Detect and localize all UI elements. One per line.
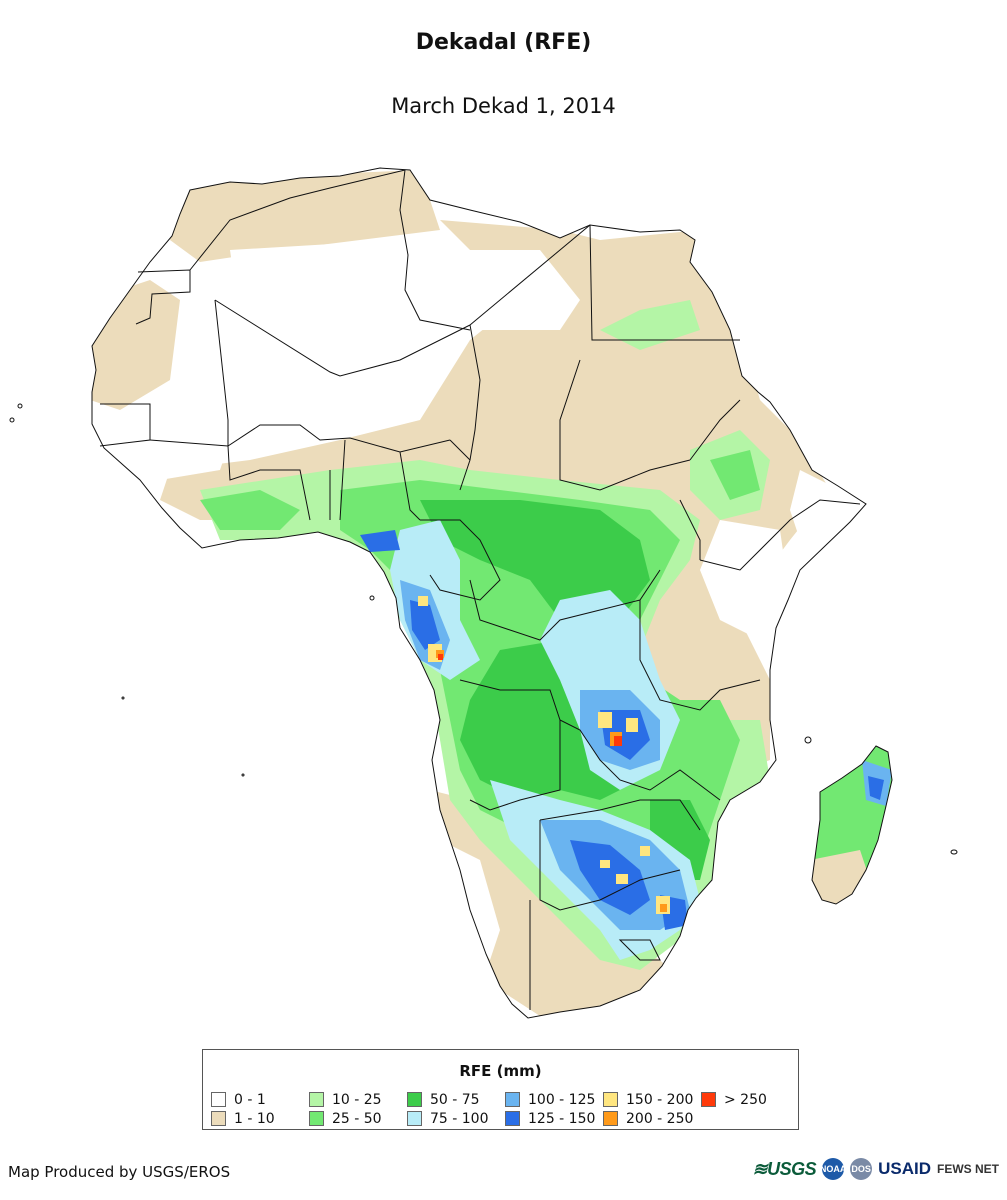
map-title: Dekadal (RFE) (415, 30, 592, 55)
usaid-logo: USAID (878, 1159, 931, 1178)
fews-net-logo: FEWS NET (937, 1162, 999, 1176)
usgs-logo: ≋USGS (752, 1158, 817, 1179)
noaa-logo: NOAA (820, 1158, 846, 1180)
country-borders (91, 167, 893, 1019)
legend-label: 25 - 50 (332, 1110, 382, 1127)
legend-swatch (407, 1111, 422, 1126)
legend-items: 0 - 1 10 - 25 50 - 75 100 - 125 150 - 200 > 2… (211, 1090, 781, 1128)
legend-label: 10 - 25 (332, 1091, 382, 1108)
credit-text: Map Produced by USGS/EROS (8, 1163, 231, 1181)
legend-item: 200 - 250 (603, 1109, 701, 1128)
legend-item: 10 - 25 (309, 1090, 407, 1109)
legend-swatch (603, 1092, 618, 1107)
legend-swatch (309, 1111, 324, 1126)
legend-swatch (407, 1092, 422, 1107)
legend-label: 150 - 200 (626, 1091, 694, 1108)
legend-swatch (505, 1111, 520, 1126)
legend-swatch (505, 1092, 520, 1107)
legend-item: > 250 (701, 1090, 781, 1109)
legend-label: 100 - 125 (528, 1091, 596, 1108)
legend-label: 0 - 1 (234, 1091, 266, 1108)
agency-logos: ≋USGS NOAA DOS USAID FEWS NET (752, 1158, 999, 1180)
legend-item: 150 - 200 (603, 1090, 701, 1109)
legend-item: 125 - 150 (505, 1109, 603, 1128)
legend-swatch (211, 1092, 226, 1107)
islands (9, 403, 958, 855)
legend-item: 0 - 1 (211, 1090, 309, 1109)
rainfall-field (92, 168, 866, 1018)
legend-item: 75 - 100 (407, 1109, 505, 1128)
legend-label: 200 - 250 (626, 1110, 694, 1127)
legend-item: 25 - 50 (309, 1109, 407, 1128)
legend-title: RFE (mm) (459, 1062, 542, 1080)
legend-label: 1 - 10 (234, 1110, 275, 1127)
legend-label: 125 - 150 (528, 1110, 596, 1127)
madagascar-rainfall (812, 746, 892, 904)
legend-item: 100 - 125 (505, 1090, 603, 1109)
legend-item: 1 - 10 (211, 1109, 309, 1128)
legend-item: 50 - 75 (407, 1090, 505, 1109)
legend: RFE (mm) 0 - 1 10 - 25 50 - 75 100 - 125 150… (202, 1049, 799, 1130)
legend-label: 50 - 75 (430, 1091, 480, 1108)
map-subtitle: March Dekad 1, 2014 (391, 94, 616, 118)
dos-seal: DOS (850, 1158, 873, 1180)
legend-swatch (701, 1092, 716, 1107)
legend-swatch (211, 1111, 226, 1126)
legend-label: > 250 (724, 1091, 767, 1108)
legend-swatch (603, 1111, 618, 1126)
africa-rainfall-map (9, 167, 958, 1019)
legend-swatch (309, 1092, 324, 1107)
legend-label: 75 - 100 (430, 1110, 489, 1127)
